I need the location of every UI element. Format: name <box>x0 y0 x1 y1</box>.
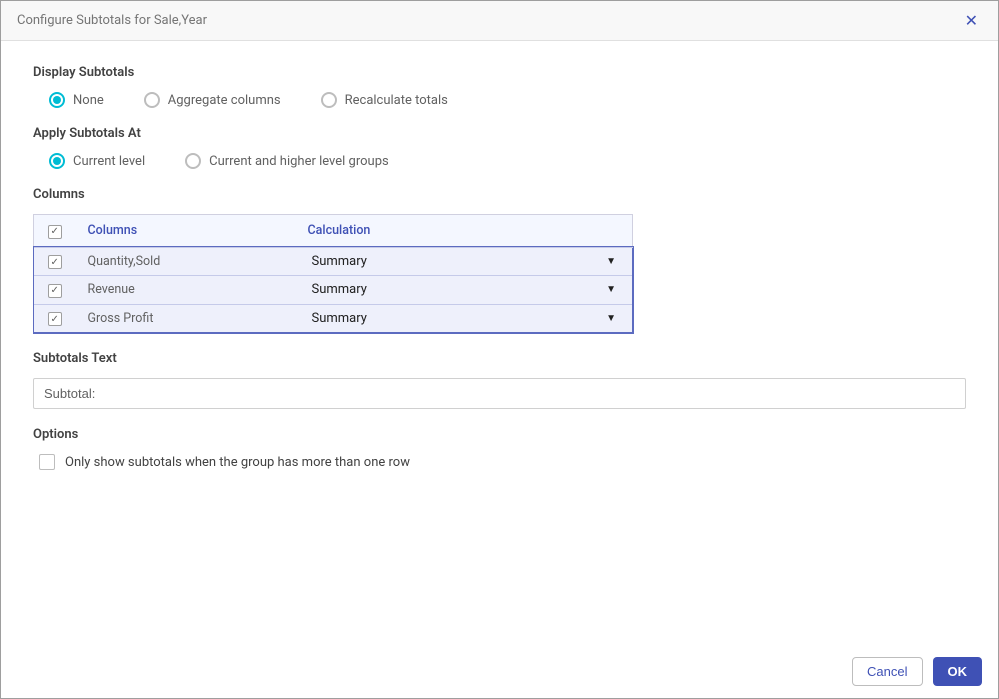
radio-aggregate-columns[interactable]: Aggregate columns <box>144 92 281 108</box>
checkbox-icon <box>39 454 55 470</box>
radio-label: None <box>73 93 104 108</box>
header-check-all[interactable] <box>34 215 76 248</box>
calculation-select[interactable]: Summary ▼ <box>308 305 621 332</box>
calculation-select[interactable]: Summary ▼ <box>308 248 621 275</box>
row-check[interactable] <box>34 276 76 305</box>
apply-subtotals-options: Current level Current and higher level g… <box>49 153 966 169</box>
radio-label: Current and higher level groups <box>209 154 389 169</box>
header-columns: Columns <box>76 215 296 248</box>
calc-value: Summary <box>312 254 367 269</box>
checkbox-icon <box>48 255 62 269</box>
row-column-name: Quantity,Sold <box>76 247 296 276</box>
options-label: Options <box>33 427 966 442</box>
cancel-button[interactable]: Cancel <box>852 657 922 686</box>
chevron-down-icon: ▼ <box>606 313 616 324</box>
checkbox-icon <box>48 312 62 326</box>
radio-icon <box>185 153 201 169</box>
checkbox-icon <box>48 225 62 239</box>
dialog-footer: Cancel OK <box>1 645 998 698</box>
dialog-body: Display Subtotals None Aggregate columns… <box>1 41 998 645</box>
table-row: Gross Profit Summary ▼ <box>34 304 633 333</box>
header-calculation: Calculation <box>296 215 633 248</box>
only-show-label: Only show subtotals when the group has m… <box>65 455 410 470</box>
radio-label: Aggregate columns <box>168 93 281 108</box>
apply-subtotals-at-label: Apply Subtotals At <box>33 126 966 141</box>
radio-current-and-higher[interactable]: Current and higher level groups <box>185 153 389 169</box>
radio-icon <box>321 92 337 108</box>
calc-value: Summary <box>312 311 367 326</box>
dialog-header: Configure Subtotals for Sale,Year ✕ <box>1 1 998 41</box>
radio-icon <box>49 153 65 169</box>
subtotals-text-label: Subtotals Text <box>33 351 966 366</box>
dialog-title: Configure Subtotals for Sale,Year <box>17 13 207 28</box>
chevron-down-icon: ▼ <box>606 256 616 267</box>
row-check[interactable] <box>34 247 76 276</box>
calculation-select[interactable]: Summary ▼ <box>308 276 621 303</box>
radio-label: Recalculate totals <box>345 93 448 108</box>
columns-label: Columns <box>33 187 966 202</box>
only-show-option[interactable]: Only show subtotals when the group has m… <box>39 454 966 470</box>
table-row: Revenue Summary ▼ <box>34 276 633 305</box>
subtotals-text-input[interactable] <box>33 378 966 409</box>
row-column-name: Gross Profit <box>76 304 296 333</box>
display-subtotals-label: Display Subtotals <box>33 65 966 80</box>
radio-label: Current level <box>73 154 145 169</box>
calc-value: Summary <box>312 282 367 297</box>
columns-table: Columns Calculation Quantity,Sold Summar… <box>33 214 633 333</box>
row-check[interactable] <box>34 304 76 333</box>
chevron-down-icon: ▼ <box>606 284 616 295</box>
close-icon[interactable]: ✕ <box>961 11 982 30</box>
table-row: Quantity,Sold Summary ▼ <box>34 247 633 276</box>
display-subtotals-options: None Aggregate columns Recalculate total… <box>49 92 966 108</box>
radio-none[interactable]: None <box>49 92 104 108</box>
ok-button[interactable]: OK <box>933 657 983 686</box>
checkbox-icon <box>48 284 62 298</box>
radio-icon <box>49 92 65 108</box>
radio-recalculate-totals[interactable]: Recalculate totals <box>321 92 448 108</box>
radio-icon <box>144 92 160 108</box>
configure-subtotals-dialog: Configure Subtotals for Sale,Year ✕ Disp… <box>0 0 999 699</box>
row-column-name: Revenue <box>76 276 296 305</box>
radio-current-level[interactable]: Current level <box>49 153 145 169</box>
